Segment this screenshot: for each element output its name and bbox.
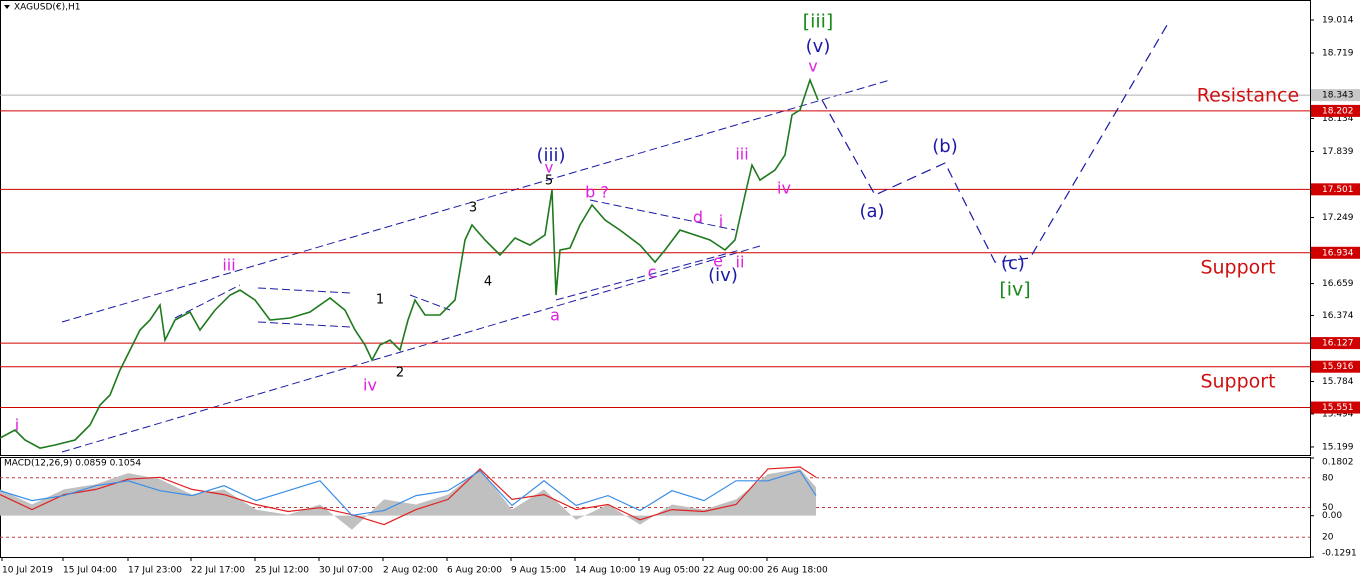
wave-label: [iv] [999,279,1030,301]
wave-label: 2 [396,366,404,381]
lower-channel [61,245,761,453]
wave-label: (v) [806,36,831,57]
wave-label: iv [363,376,377,395]
x-tick-label: 26 Aug 18:00 [767,566,828,576]
price-line [0,77,819,449]
level-tag [1311,337,1360,350]
y2-tick-label: 20 [1322,533,1334,543]
macd-histogram [0,468,816,530]
wave-label: Support [1200,371,1275,393]
x-tick-label: 2 Aug 02:00 [383,566,438,576]
y-tick-label: 0.1802 [1322,458,1354,468]
level-tag [1311,401,1360,414]
oscillator-line [0,470,817,517]
wave-label: v [808,57,817,76]
last-price-tag [1311,89,1360,102]
wave-label: [iii] [803,11,834,33]
x-tick-label: 17 Jul 23:00 [128,566,182,576]
wave-label: 3 [469,201,477,216]
y-tick-label: 19.014 [1322,16,1354,26]
level-tag [1311,183,1360,196]
wave-label: 1 [376,293,384,308]
level-tag [1311,360,1360,373]
x-tick-label: 9 Aug 15:00 [511,566,566,576]
y-tick-label: 18.719 [1322,49,1354,59]
level-label: 16.934 [1322,248,1354,258]
y-tick-label: 16.374 [1322,311,1354,321]
x-tick-label: 30 Jul 07:00 [319,566,373,576]
wave-label: v [545,159,554,177]
wave-label: iv [777,179,791,198]
x-tick-label: 14 Aug 10:00 [575,566,636,576]
y-tick-label: 18.134 [1322,114,1354,124]
triangle-line [409,294,451,311]
x-tick-label: 10 Jul 2019 [2,566,53,576]
y-tick-label: 17.839 [1322,147,1354,157]
x-tick-label: 15 Jul 04:00 [63,566,117,576]
y-tick-label: -0.1291 [1322,549,1357,559]
wave-label: iii [222,256,235,275]
wave-label: d [693,208,703,227]
wave-label: (a) [859,201,884,222]
wave-label: i [15,416,19,435]
wave-label: i [719,212,723,231]
x-tick-label: 22 Aug 00:00 [703,566,764,576]
y2-tick-label: 80 [1322,473,1334,483]
level-label: 15.551 [1322,403,1354,413]
y-tick-label: 15.784 [1322,377,1354,387]
y2-tick-label: 50 [1322,503,1334,513]
wave-label: ii [736,253,745,272]
wave-label: (iv) [708,265,738,286]
chart-title: XAGUSD(€),H1 [14,3,80,13]
wave-label: iii [735,145,748,164]
triangle-line [589,199,736,231]
forecast-line [821,19,1171,263]
y-tick-label: 0.00 [1322,511,1342,521]
inner-trendline [555,249,741,301]
x-tick-label: 6 Aug 20:00 [447,566,502,576]
level-label: 17.501 [1322,185,1354,195]
level-label: 16.127 [1322,339,1354,349]
wave-label: a [550,306,560,325]
y-tick-label: 15.494 [1322,409,1354,419]
x-tick-label: 19 Aug 05:00 [639,566,700,576]
last-price-label: 18.343 [1322,91,1354,101]
y-tick-label: 16.659 [1322,279,1354,289]
y-tick-label: 15.199 [1322,442,1354,452]
x-tick-label: 22 Jul 17:00 [191,566,245,576]
wave-label: b ? [585,183,609,202]
menu-arrow[interactable] [4,5,10,9]
wave-label: (iii) [536,145,565,166]
triangle-line [174,284,241,319]
macd-title: MACD(12,26,9) 0.0859 0.1054 [4,459,141,469]
triangle-line [257,321,351,328]
signal-line [0,466,817,526]
level-label: 18.202 [1322,106,1354,116]
x-tick-label: 25 Jul 12:00 [255,566,309,576]
level-tag [1311,104,1360,117]
wave-label: 4 [484,275,492,290]
wave-label: Support [1200,257,1275,279]
level-label: 15.916 [1322,362,1354,372]
wave-label: (c) [1001,253,1025,274]
channel-lines [61,79,891,453]
y-tick-label: 17.249 [1322,213,1354,223]
wave-label: Resistance [1197,85,1299,107]
wave-label: 5 [545,174,553,189]
wave-label: (b) [932,136,957,157]
wave-label: e [713,252,723,271]
triangle-line [257,287,351,294]
price-frame [0,0,1311,456]
level-tag [1311,246,1360,259]
wave-label: c [648,263,657,282]
